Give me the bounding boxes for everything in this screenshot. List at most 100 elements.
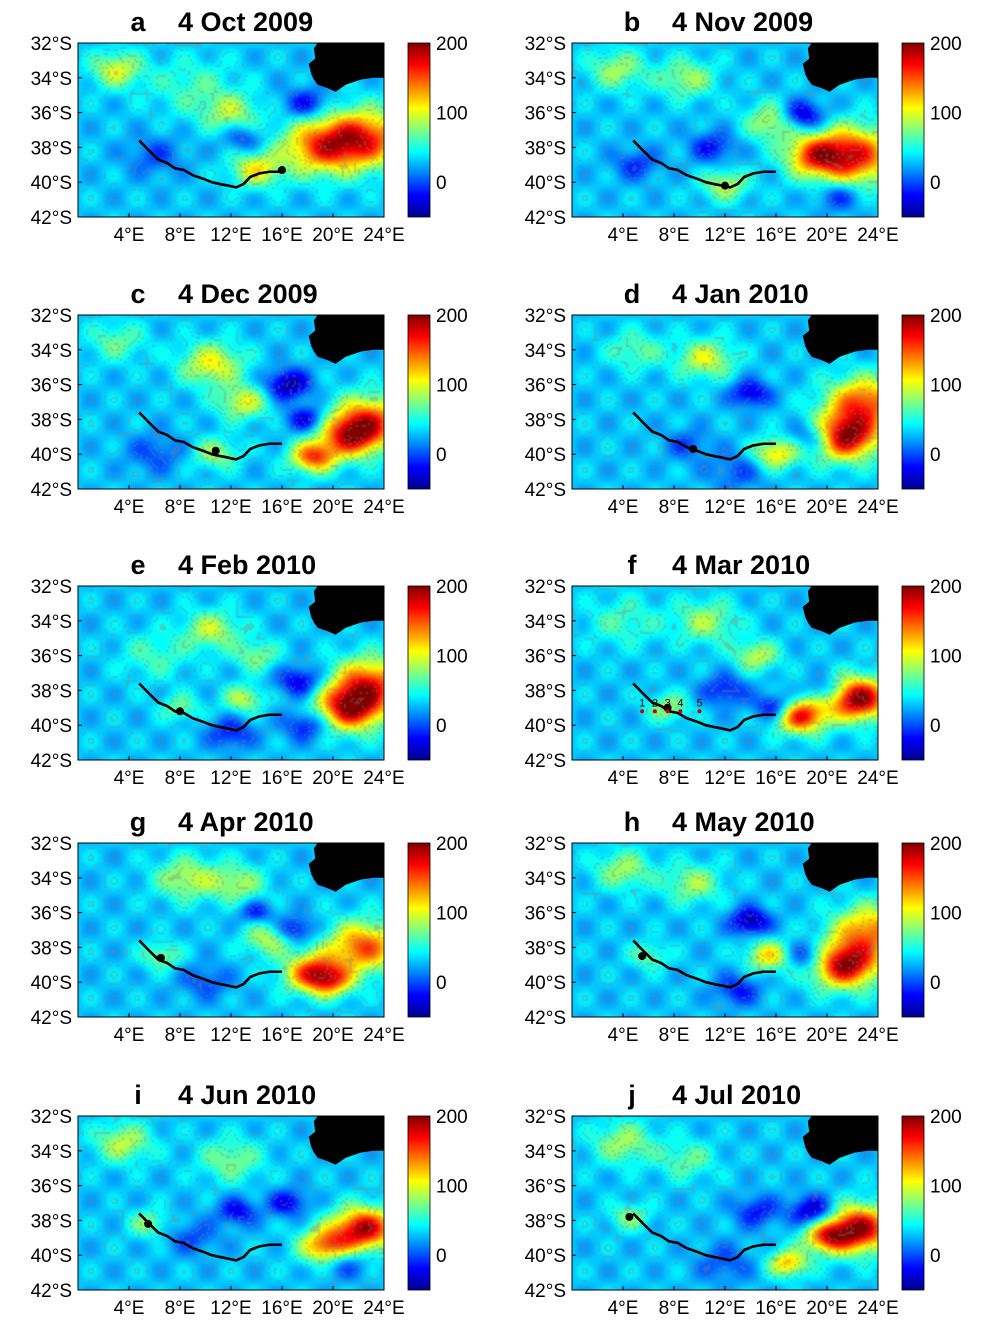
lat-tick-label: 36°S <box>31 376 72 397</box>
lon-tick-label: 20°E <box>312 225 353 246</box>
lat-tick-label: 42°S <box>525 1008 566 1029</box>
lon-tick-label: 8°E <box>165 768 196 789</box>
lon-tick-label: 24°E <box>857 1025 898 1046</box>
lat-tick-label: 36°S <box>31 904 72 925</box>
position-marker <box>278 166 286 175</box>
lon-tick-label: 4°E <box>114 497 145 518</box>
africa-land <box>802 315 878 364</box>
lat-tick-label: 36°S <box>525 376 566 397</box>
panel-label: b <box>624 7 641 37</box>
drift-track <box>632 1212 776 1262</box>
lat-tick-label: 34°S <box>31 869 72 890</box>
lat-tick-label: 40°S <box>525 173 566 194</box>
lat-tick-label: 42°S <box>525 480 566 501</box>
lat-tick-label: 38°S <box>31 138 72 159</box>
lon-tick-label: 24°E <box>363 768 404 789</box>
panel-date: 4 Oct 2009 <box>178 7 313 37</box>
lat-tick-label: 32°S <box>525 834 566 855</box>
lat-tick-label: 40°S <box>31 716 72 737</box>
colorbar-tick-label: 0 <box>436 716 447 737</box>
map-panel-h: h 4 May 2010 32°S 34°S 36°S 38°S 40°S 42°S 4°E 8°… <box>525 807 962 1046</box>
panel-date: 4 Dec 2009 <box>178 279 318 309</box>
map-panel-i: i 4 Jun 2010 32°S 34°S 36°S 38°S 40°S 42°S 4°E 8°… <box>31 1080 468 1319</box>
station-marker <box>665 709 670 714</box>
colorbar-tick-label: 200 <box>436 34 468 55</box>
lon-tick-label: 24°E <box>857 1298 898 1319</box>
lat-tick-label: 42°S <box>31 480 72 501</box>
lon-tick-label: 12°E <box>210 497 251 518</box>
panel-date: 4 May 2010 <box>672 807 815 837</box>
map-panel-a: a 4 Oct 2009 32°S 34°S 36°S 38°S 40°S 42°S 4°E 8°… <box>31 7 468 246</box>
lat-tick-label: 36°S <box>31 104 72 125</box>
panel-label: f <box>628 550 638 580</box>
lon-tick-label: 12°E <box>704 1298 745 1319</box>
lat-tick-label: 34°S <box>525 869 566 890</box>
lon-tick-label: 16°E <box>261 497 302 518</box>
africa-land <box>308 1116 384 1165</box>
lon-tick-label: 16°E <box>261 1298 302 1319</box>
drift-track <box>138 139 282 189</box>
drift-track <box>632 682 776 732</box>
panel-label: e <box>130 550 145 580</box>
map-panel-c: c 4 Dec 2009 32°S 34°S 36°S 38°S 40°S 42°S 4°E 8°… <box>31 279 468 518</box>
lon-tick-label: 12°E <box>704 1025 745 1046</box>
lat-tick-label: 42°S <box>525 1281 566 1302</box>
map-panel-e: e 4 Feb 2010 32°S 34°S 36°S 38°S 40°S 42°S 4°E 8°… <box>31 550 468 789</box>
lat-tick-label: 32°S <box>525 306 566 327</box>
colorbar <box>901 42 925 218</box>
station-label: 1 <box>639 697 645 709</box>
station-marker <box>652 709 657 714</box>
lon-tick-label: 8°E <box>659 497 690 518</box>
colorbar-tick-label: 0 <box>436 173 447 194</box>
lon-tick-label: 20°E <box>312 1025 353 1046</box>
africa-land <box>308 43 384 92</box>
lat-tick-label: 36°S <box>31 647 72 668</box>
lat-tick-label: 38°S <box>525 938 566 959</box>
lat-tick-label: 32°S <box>525 1107 566 1128</box>
lat-tick-label: 38°S <box>31 938 72 959</box>
lon-tick-label: 24°E <box>363 1298 404 1319</box>
colorbar <box>407 42 431 218</box>
panel-label: g <box>130 807 147 837</box>
lat-tick-label: 40°S <box>31 973 72 994</box>
lat-tick-label: 42°S <box>31 1008 72 1029</box>
panel-label: j <box>627 1080 636 1110</box>
drift-track <box>632 939 776 989</box>
lat-tick-label: 34°S <box>31 1142 72 1163</box>
lon-tick-label: 24°E <box>857 497 898 518</box>
lat-tick-label: 32°S <box>31 34 72 55</box>
lon-tick-label: 20°E <box>806 768 847 789</box>
position-marker <box>144 1219 153 1228</box>
colorbar <box>407 1115 431 1291</box>
lat-tick-label: 32°S <box>525 34 566 55</box>
station-label: 5 <box>696 697 702 709</box>
position-marker <box>638 952 647 961</box>
lat-tick-label: 34°S <box>525 69 566 90</box>
lat-tick-label: 34°S <box>31 612 72 633</box>
lon-tick-label: 24°E <box>857 768 898 789</box>
lat-tick-label: 40°S <box>31 1246 72 1267</box>
lat-tick-label: 38°S <box>525 410 566 431</box>
colorbar <box>407 842 431 1018</box>
lat-tick-label: 38°S <box>31 681 72 702</box>
lat-tick-label: 42°S <box>525 208 566 229</box>
lon-tick-label: 20°E <box>312 768 353 789</box>
lon-tick-label: 8°E <box>659 1025 690 1046</box>
africa-land <box>802 843 878 892</box>
position-marker <box>625 1212 634 1221</box>
lat-tick-label: 40°S <box>525 973 566 994</box>
lat-tick-label: 40°S <box>31 173 72 194</box>
lon-tick-label: 4°E <box>608 768 639 789</box>
colorbar-tick-label: 0 <box>930 173 941 194</box>
map-panel-j: j 4 Jul 2010 32°S 34°S 36°S 38°S 40°S 42°S 4°E 8°… <box>525 1080 962 1319</box>
lon-tick-label: 20°E <box>806 1298 847 1319</box>
lon-tick-label: 16°E <box>755 768 796 789</box>
drift-track <box>632 139 776 189</box>
lon-tick-label: 24°E <box>363 497 404 518</box>
panel-date: 4 Mar 2010 <box>672 550 810 580</box>
lat-tick-label: 40°S <box>525 1246 566 1267</box>
panel-label: a <box>130 7 146 37</box>
africa-land <box>308 843 384 892</box>
lat-tick-label: 40°S <box>525 445 566 466</box>
position-marker <box>176 707 184 716</box>
